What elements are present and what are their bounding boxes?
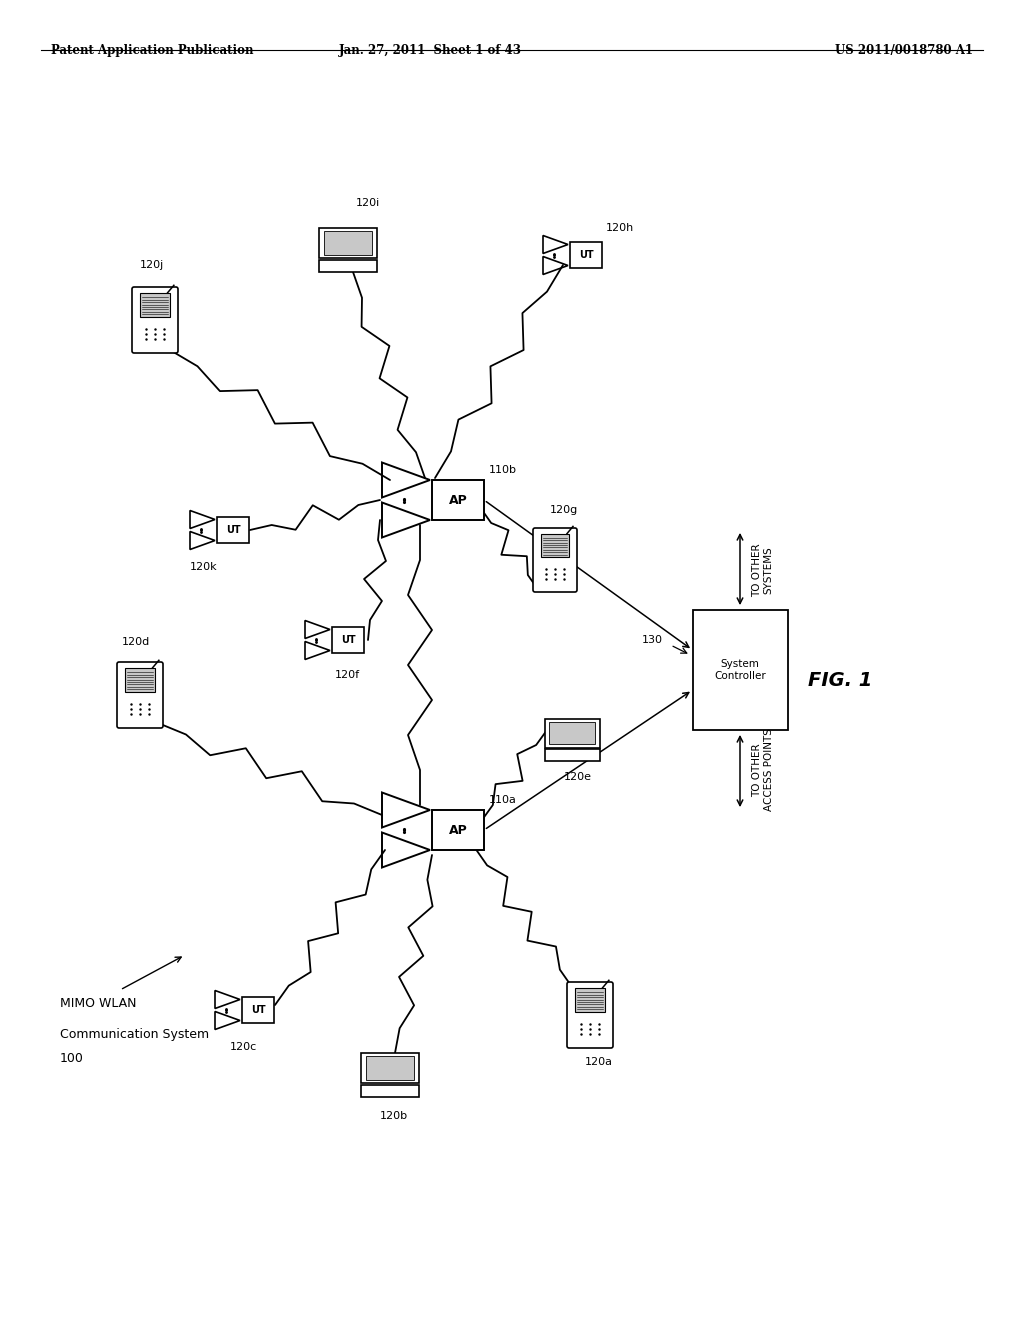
Text: TO OTHER
ACCESS POINTS: TO OTHER ACCESS POINTS — [752, 729, 773, 812]
Bar — [125, 668, 155, 692]
Bar — [692, 610, 787, 730]
Bar — [242, 997, 274, 1023]
Bar — [545, 719, 599, 747]
Bar — [570, 242, 602, 268]
Text: 130: 130 — [641, 635, 663, 645]
Text: 120b: 120b — [380, 1111, 409, 1121]
FancyBboxPatch shape — [132, 286, 178, 352]
Text: 120j: 120j — [140, 260, 164, 271]
Text: 110b: 110b — [489, 465, 517, 475]
Bar — [217, 517, 249, 543]
Bar — [574, 989, 605, 1012]
Bar — [361, 1053, 419, 1082]
Text: UT: UT — [251, 1005, 265, 1015]
Bar — [325, 231, 372, 255]
Bar — [550, 722, 595, 744]
Text: 120a: 120a — [585, 1057, 613, 1067]
Bar — [541, 535, 569, 557]
Bar — [361, 1085, 419, 1097]
Text: Patent Application Publication: Patent Application Publication — [51, 44, 254, 57]
Text: Communication System: Communication System — [60, 1028, 209, 1041]
Text: 120f: 120f — [335, 671, 360, 680]
FancyBboxPatch shape — [567, 982, 613, 1048]
Text: AP: AP — [449, 824, 467, 837]
Text: US 2011/0018780 A1: US 2011/0018780 A1 — [835, 44, 973, 57]
Text: System
Controller: System Controller — [714, 659, 766, 681]
Text: 120k: 120k — [190, 562, 218, 572]
Text: UT: UT — [225, 525, 241, 535]
FancyBboxPatch shape — [534, 528, 577, 591]
Text: UT: UT — [579, 249, 593, 260]
Text: AP: AP — [449, 494, 467, 507]
Text: UT: UT — [341, 635, 355, 645]
Bar — [332, 627, 364, 653]
Text: 100: 100 — [60, 1052, 84, 1065]
Bar — [319, 260, 377, 272]
Bar — [319, 228, 377, 257]
Text: 120e: 120e — [564, 772, 592, 781]
Text: MIMO WLAN: MIMO WLAN — [60, 997, 136, 1010]
Text: 120h: 120h — [606, 223, 634, 234]
Text: 120d: 120d — [122, 638, 151, 647]
Text: 120g: 120g — [550, 506, 579, 515]
Text: FIG. 1: FIG. 1 — [808, 671, 872, 689]
Text: 110a: 110a — [489, 795, 517, 805]
Bar — [432, 810, 484, 850]
Text: 120i: 120i — [356, 198, 380, 209]
Text: Jan. 27, 2011  Sheet 1 of 43: Jan. 27, 2011 Sheet 1 of 43 — [339, 44, 521, 57]
Bar — [432, 480, 484, 520]
FancyBboxPatch shape — [117, 663, 163, 729]
Text: 120c: 120c — [230, 1041, 257, 1052]
Bar — [140, 293, 170, 317]
Text: TO OTHER
SYSTEMS: TO OTHER SYSTEMS — [752, 544, 773, 597]
Bar — [545, 750, 599, 762]
Bar — [367, 1056, 414, 1080]
